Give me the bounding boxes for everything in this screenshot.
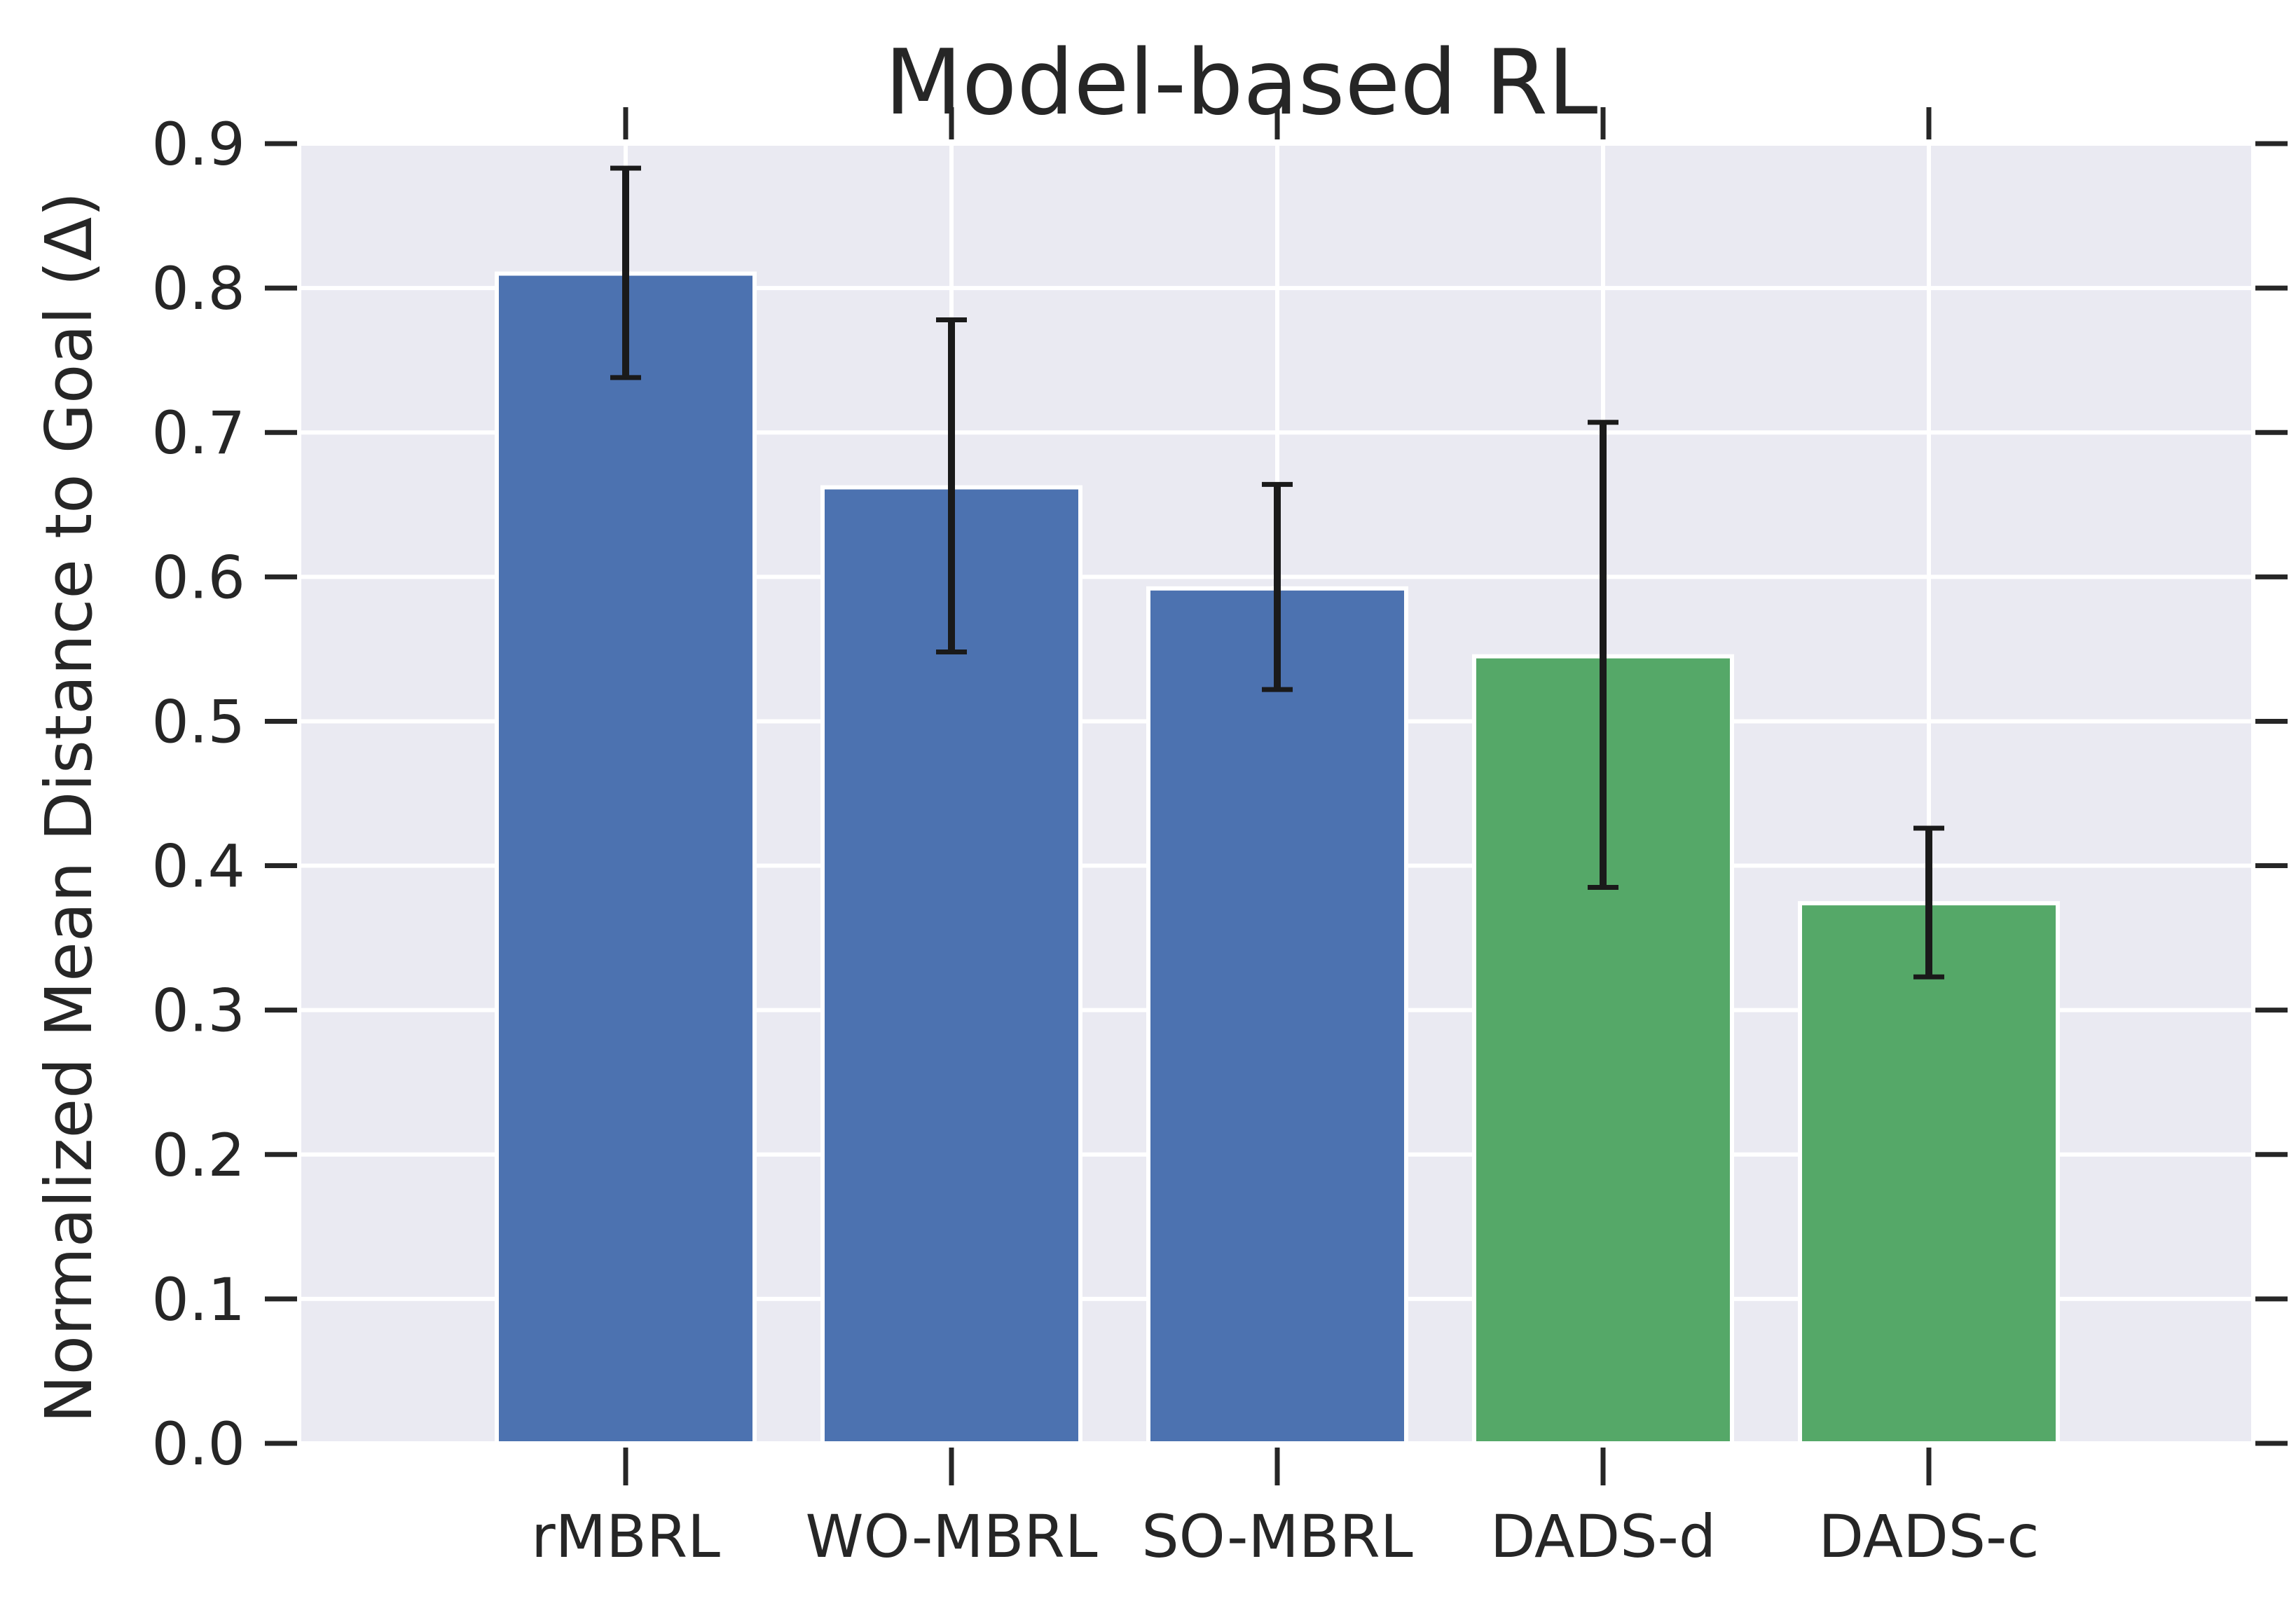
x-tick-label: DADS-d [1490, 1502, 1716, 1571]
y-tick-label: 0.2 [151, 1121, 245, 1190]
error-bar-wo-mbrl [936, 317, 967, 655]
tick-labels: 0.0 0.1 0.2 0.3 0.4 0.5 0.6 0.7 0.8 0.9 rMBRL WO-MB… [151, 110, 2039, 1571]
x-tick-label: SO-MBRL [1141, 1502, 1413, 1571]
bar-so-mbrl [1146, 586, 1408, 1445]
y-tick-label: 0.4 [151, 832, 245, 901]
y-tick-label: 0.0 [151, 1410, 245, 1478]
error-bar-dads-c [1913, 825, 1944, 980]
bar-dads-c [1798, 901, 2060, 1445]
bar-rmbrl [495, 271, 757, 1445]
x-tick-label: rMBRL [531, 1502, 720, 1571]
y-axis-label: Normalized Mean Distance to Goal (Δ) [32, 192, 106, 1423]
y-tick-label: 0.8 [151, 254, 245, 323]
x-tick-label: WO-MBRL [805, 1502, 1097, 1571]
x-tick-label: DADS-c [1818, 1502, 2039, 1571]
y-tick-label: 0.5 [151, 687, 245, 756]
error-bars [610, 165, 1944, 980]
y-tick-label: 0.9 [151, 110, 245, 179]
bars [495, 271, 2060, 1445]
chart-title: Model-based RL [885, 31, 1598, 135]
error-bar-rmbrl [610, 165, 641, 380]
error-bar-so-mbrl [1262, 481, 1293, 692]
y-tick-label: 0.3 [151, 977, 245, 1045]
y-tick-label: 0.7 [151, 399, 245, 467]
error-bar-dads-d [1588, 420, 1618, 890]
y-tick-label: 0.6 [151, 543, 245, 612]
y-tick-label: 0.1 [151, 1265, 245, 1334]
axis-ticks [265, 107, 2288, 1485]
